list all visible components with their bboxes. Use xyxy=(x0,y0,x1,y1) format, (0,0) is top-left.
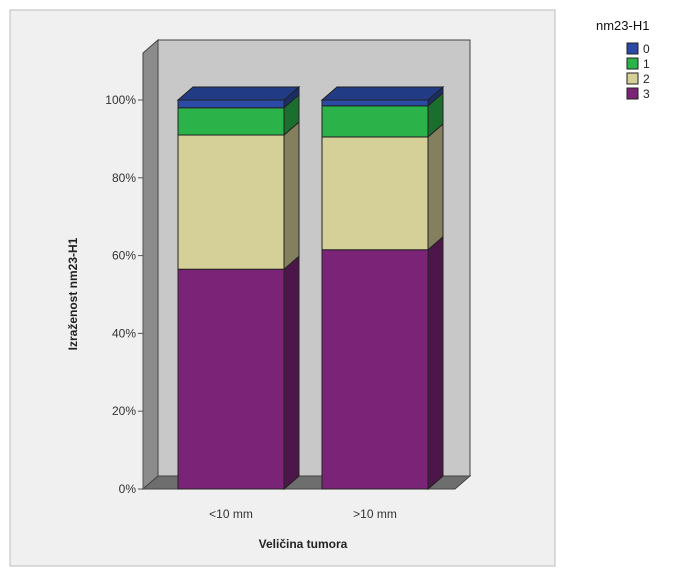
legend-label: 2 xyxy=(643,72,650,86)
y-axis-title: Izraženost nm23-H1 xyxy=(66,237,80,350)
bar-stack xyxy=(176,85,301,491)
bar-segment xyxy=(321,105,429,138)
legend-swatch xyxy=(626,57,639,70)
legend-swatch xyxy=(626,72,639,85)
bar-segment xyxy=(321,136,429,251)
y-tick-label: 40% xyxy=(112,326,136,340)
bar-segment xyxy=(177,99,285,109)
y-tick-label: 20% xyxy=(112,404,136,418)
y-tick-label: 60% xyxy=(112,249,136,263)
y-tick-label: 0% xyxy=(119,482,137,496)
y-tick-label: 100% xyxy=(105,93,136,107)
bar-segment xyxy=(177,268,285,490)
bar-top-face xyxy=(176,86,301,101)
bar-segment-side xyxy=(283,120,300,271)
side-wall xyxy=(142,38,159,491)
bar-segment-side xyxy=(427,235,444,491)
legend-title: nm23-H1 xyxy=(596,18,649,33)
legend-label: 3 xyxy=(643,87,650,101)
x-tick-label: <10 mm xyxy=(209,507,253,521)
bar-segment xyxy=(321,99,429,107)
legend-label: 1 xyxy=(643,57,650,71)
bar-segment xyxy=(177,107,285,136)
legend-swatch xyxy=(626,87,639,100)
y-tick-label: 80% xyxy=(112,171,136,185)
legend-swatch xyxy=(626,42,639,55)
bar-segment-side xyxy=(283,255,300,491)
bar-stack xyxy=(320,85,445,491)
bar-segment xyxy=(321,249,429,490)
bar-segment xyxy=(177,134,285,270)
x-tick-label: >10 mm xyxy=(353,507,397,521)
x-axis-title: Veličina tumora xyxy=(259,537,348,551)
legend-label: 0 xyxy=(643,42,650,56)
bar-segment-side xyxy=(427,122,444,251)
bar-top-face xyxy=(320,86,445,101)
